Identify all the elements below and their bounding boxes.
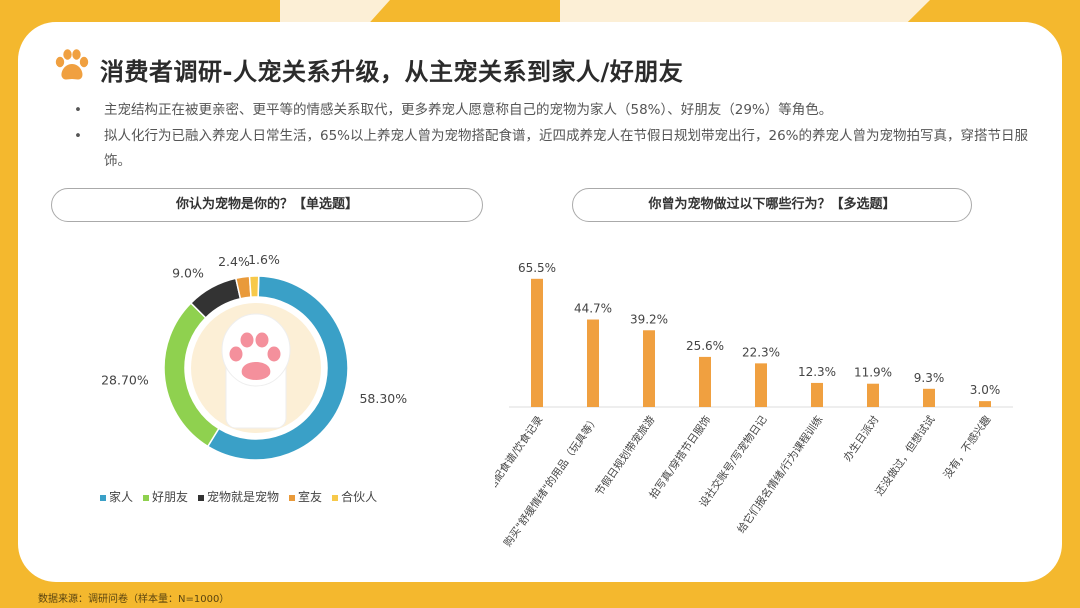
page-title: 消费者调研-人宠关系升级，从主宠关系到家人/好朋友 [100, 58, 684, 86]
donut-label-0: 58.30% [359, 391, 407, 406]
bullet-marker: • [74, 102, 82, 118]
legend-label: 合伙人 [341, 490, 378, 504]
donut-label-3: 2.4% [218, 254, 250, 269]
legend-item: 好朋友 [143, 488, 188, 505]
donut-chart: 58.30% 28.70% 9.0% 2.4%1.6% [101, 252, 407, 461]
top-decoration-right [560, 0, 930, 22]
bar-category-label-6: 办生日派对 [841, 413, 882, 464]
bar-value-label-4: 22.3% [742, 345, 780, 359]
data-source: 数据来源：调研问卷（样本量：N=1000） [38, 594, 230, 605]
question-single-choice: 你认为宠物是你的？【单选题】 [51, 188, 483, 222]
bar-category-label-1: 购买"舒缓情绪"的用品（玩具等） [501, 413, 602, 549]
legend-label: 好朋友 [152, 490, 189, 504]
bar-category-label-3: 拍写真/穿搭节日服饰 [647, 413, 714, 501]
bar-value-label-5: 12.3% [798, 365, 836, 379]
donut-label-4: 1.6% [248, 252, 280, 267]
bar-value-label-2: 39.2% [630, 312, 668, 326]
pie-legend: 家人 好朋友 宠物就是宠物 室友 合伙人 [100, 488, 387, 505]
bar-category-label-2: 节假日规划带宠旅游 [593, 413, 658, 498]
legend-swatch [100, 494, 106, 501]
bar-0 [531, 278, 543, 407]
bar-value-label-8: 3.0% [970, 383, 1001, 397]
bar-category-label-0: 搭配食谱/饮食记录 [495, 413, 545, 492]
donut-label-1: 28.70% [101, 373, 149, 388]
bullet-text: 拟人化行为已融入养宠人日常生活，65%以上养宠人曾为宠物搭配食谱，近四成养宠人在… [104, 128, 1029, 169]
bar-1 [587, 319, 599, 407]
donut-slice-0 [206, 275, 349, 461]
donut-label-2: 9.0% [172, 265, 204, 280]
bullet-marker: • [74, 128, 82, 144]
legend-item: 家人 [100, 488, 133, 505]
bar-5 [811, 382, 823, 407]
legend-item: 合伙人 [332, 488, 377, 505]
paw-icon [55, 49, 89, 80]
bar-3 [699, 356, 711, 407]
bar-value-label-1: 44.7% [574, 302, 612, 316]
bar-6 [867, 383, 879, 407]
bar-4 [755, 363, 767, 407]
legend-label: 家人 [109, 490, 134, 504]
cat-paw-illustration [191, 303, 321, 433]
bar-7 [923, 388, 935, 407]
bar-chart: 65.5% 搭配食谱/饮食记录 44.7% 购买"舒缓情绪"的用品（玩具等） 39.2%… [495, 261, 1013, 549]
bar-2 [643, 330, 655, 407]
donut-slice-4 [248, 275, 260, 298]
bar-value-label-0: 65.5% [518, 261, 556, 275]
bar-value-label-3: 25.6% [686, 339, 724, 353]
bullet-text: 主宠结构正在被更亲密、更平等的情感关系取代，更多养宠人愿意称自己的宠物为家人（5… [104, 102, 833, 118]
legend-item: 室友 [289, 488, 322, 505]
bar-8 [979, 401, 991, 407]
legend-swatch [332, 494, 339, 501]
bar-value-label-6: 11.9% [854, 366, 892, 380]
question-multi-choice: 你曾为宠物做过以下哪些行为？【多选题】 [572, 188, 972, 222]
bar-category-label-8: 没有，不感兴趣 [941, 413, 994, 481]
legend-swatch [143, 494, 150, 501]
legend-swatch [198, 494, 205, 501]
legend-label: 室友 [298, 490, 323, 504]
top-decoration-left [280, 0, 390, 22]
legend-label: 宠物就是宠物 [207, 490, 280, 504]
legend-swatch [289, 494, 296, 501]
bar-category-label-7: 还没做过，但想试试 [873, 413, 938, 498]
legend-item: 宠物就是宠物 [198, 488, 279, 505]
bar-value-label-7: 9.3% [914, 371, 945, 385]
